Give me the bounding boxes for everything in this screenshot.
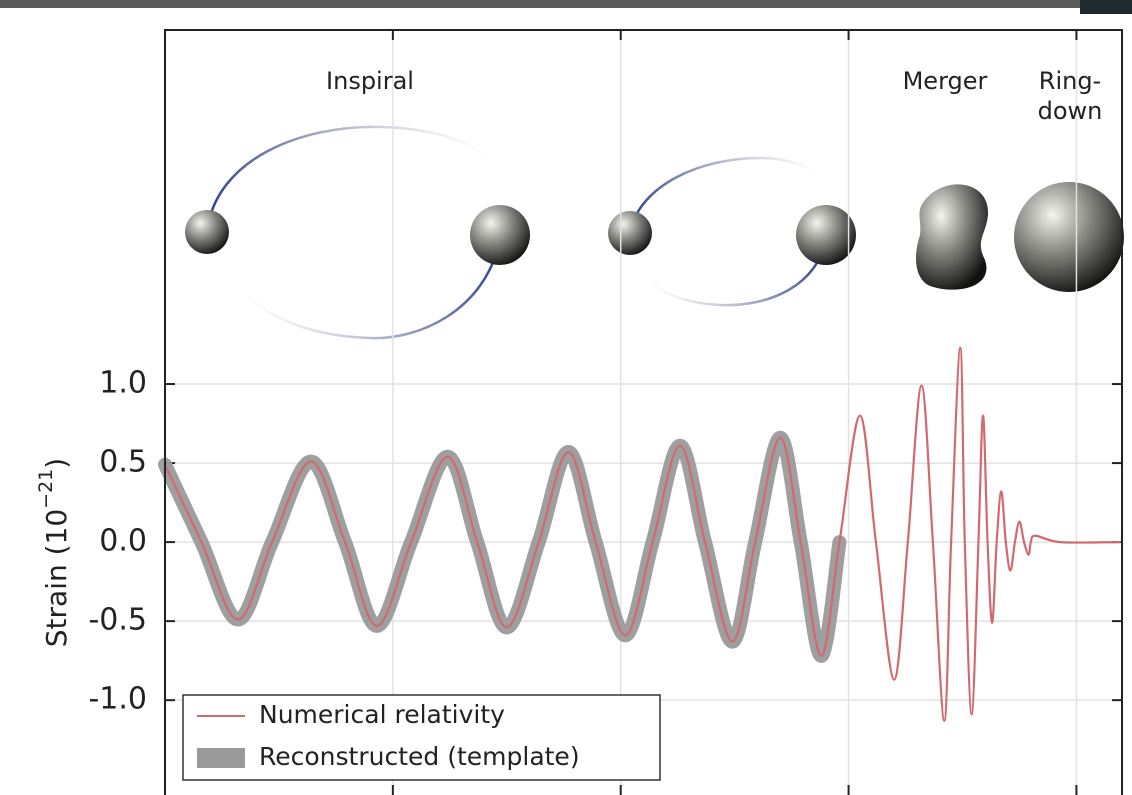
annotation: Ring-	[1039, 67, 1101, 95]
y-tick-label: -1.0	[88, 682, 147, 717]
annotation: down	[1038, 97, 1103, 125]
legend-label: Numerical relativity	[259, 700, 505, 729]
legend-label: Reconstructed (template)	[259, 742, 580, 771]
top-bar	[0, 0, 1132, 8]
annotation: Inspiral	[326, 67, 414, 95]
y-axis-label-close: )	[40, 458, 73, 469]
y-tick-label: 1.0	[99, 366, 147, 401]
top-corner	[1080, 0, 1132, 14]
series-line	[163, 346, 1121, 722]
y-axis-label: Strain (10−21)	[35, 458, 74, 647]
legend-swatch	[197, 748, 245, 768]
plot-frame	[164, 29, 1123, 795]
y-axis-label-base: Strain (10	[40, 509, 73, 647]
y-tick-label: -0.5	[88, 603, 147, 638]
y-tick-label: 0.5	[99, 445, 147, 480]
illustration	[185, 125, 1124, 340]
y-axis-label-exponent: −21	[35, 469, 57, 509]
legend-box	[182, 694, 661, 781]
annotation: Merger	[903, 67, 988, 95]
y-tick-label: 0.0	[99, 524, 147, 559]
